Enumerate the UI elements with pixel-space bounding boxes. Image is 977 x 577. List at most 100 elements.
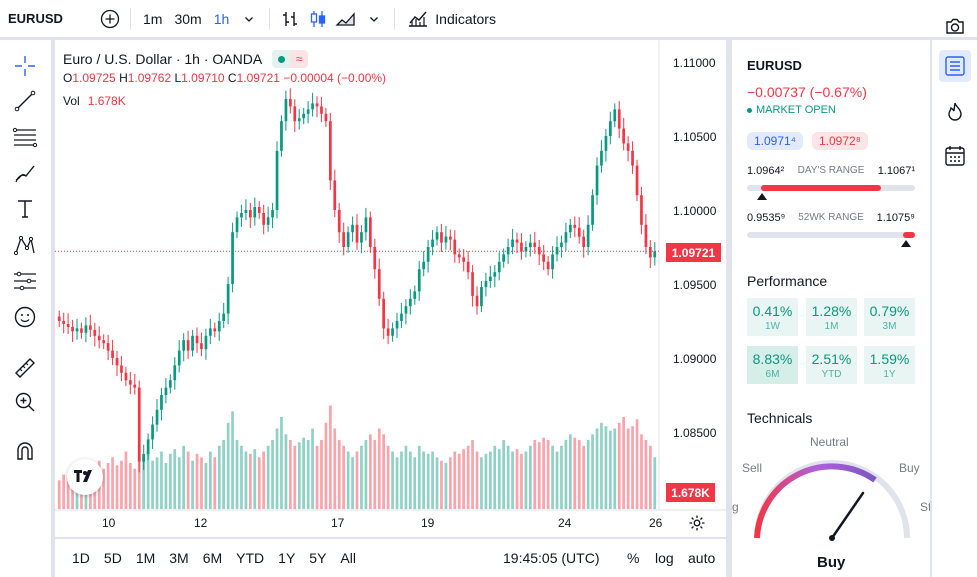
volume-bar: [289, 440, 292, 509]
utc-clock[interactable]: 19:45:05 (UTC): [503, 550, 600, 566]
candle: [524, 241, 528, 258]
fib-tool[interactable]: [10, 122, 40, 152]
volume-bar: [426, 453, 430, 509]
crosshair-tool[interactable]: [10, 51, 40, 81]
candle: [133, 374, 137, 395]
brush-tool[interactable]: [10, 158, 40, 188]
magnet-tool[interactable]: [10, 436, 40, 466]
volume-bar: [404, 445, 408, 510]
volume-value: 1.678K: [87, 94, 126, 108]
range-5y-button[interactable]: 5Y: [309, 550, 327, 566]
candle: [453, 230, 457, 263]
tradingview-logo[interactable]: [67, 459, 103, 495]
details-widget-button[interactable]: [939, 50, 971, 82]
ohlc-values: O1.09725 H1.09762 L1.09710 C1.09721 −0.0…: [63, 71, 387, 85]
candle-chart-style-button[interactable]: [304, 0, 332, 37]
candle: [466, 251, 470, 280]
candle: [120, 355, 123, 382]
interval-1m-button[interactable]: 1m: [143, 10, 163, 27]
legend-title: Euro / U.S. Dollar · 1h · OANDA: [63, 51, 263, 67]
volume-bar: [626, 428, 630, 509]
range-1m-button[interactable]: 1M: [135, 550, 156, 566]
bars-icon: [283, 11, 298, 26]
candle: [533, 231, 537, 255]
range-1y-button[interactable]: 1Y: [278, 550, 296, 566]
volume-bar: [422, 451, 425, 509]
snapshot-button[interactable]: [941, 7, 969, 44]
candle: [386, 318, 390, 345]
volume-bar: [577, 440, 581, 509]
perf-1y[interactable]: 1.59% 1Y: [864, 346, 915, 384]
volume-bar: [62, 474, 65, 509]
calendar-widget-button[interactable]: [939, 140, 971, 172]
price-chart[interactable]: [55, 40, 726, 537]
range-6m-button[interactable]: 6M: [202, 550, 223, 566]
gear-icon: [689, 515, 705, 531]
market-status-badge[interactable]: ≈: [272, 50, 309, 68]
volume-bar: [653, 457, 657, 510]
camera-icon: [946, 18, 964, 34]
volume-bar: [631, 426, 634, 509]
candle: [173, 357, 177, 390]
bid-price[interactable]: 1.0971⁴: [747, 132, 803, 150]
auto-scale-toggle[interactable]: auto: [688, 550, 716, 566]
price-tick: 1.09500: [673, 278, 717, 292]
area-chart-style-button[interactable]: [332, 0, 360, 37]
candle: [297, 108, 301, 130]
range-5d-button[interactable]: 5D: [103, 550, 122, 566]
candle: [217, 312, 221, 341]
log-scale-toggle[interactable]: log: [655, 550, 674, 566]
candle: [351, 216, 354, 242]
candle: [191, 329, 194, 357]
chart-style-dropdown-button[interactable]: [360, 0, 388, 37]
bar-chart-style-button[interactable]: [276, 0, 304, 37]
top-toolbar: EURUSD 1m 30m 1h Indicators: [0, 0, 977, 38]
candle: [266, 206, 270, 232]
candle: [164, 378, 168, 404]
perf-1w[interactable]: 0.41% 1W: [747, 298, 798, 336]
emoji-tool[interactable]: [10, 302, 40, 332]
chart-settings-button[interactable]: [688, 514, 706, 535]
volume-bar: [160, 451, 163, 509]
perf-6m[interactable]: 8.83% 6M: [747, 346, 798, 384]
trendline-tool[interactable]: [10, 86, 40, 116]
volume-badge: 1.678K: [666, 483, 715, 502]
compare-add-button[interactable]: [96, 0, 124, 37]
range-1d-button[interactable]: 1D: [72, 550, 90, 566]
volume-bar: [222, 440, 225, 509]
chart-pane[interactable]: Euro / U.S. Dollar · 1h · OANDA ≈ O1.097…: [55, 40, 726, 537]
hotlists-widget-button[interactable]: [939, 96, 971, 128]
crosshair-icon: [15, 56, 35, 76]
measure-tool[interactable]: [10, 353, 40, 383]
volume-bar: [537, 442, 541, 509]
pattern-tool[interactable]: [10, 230, 40, 260]
range-ytd-button[interactable]: YTD: [236, 550, 265, 566]
ask-price[interactable]: 1.0972⁸: [812, 132, 868, 150]
percent-scale-toggle[interactable]: %: [627, 550, 640, 566]
candle: [471, 265, 474, 307]
interval-30m-button[interactable]: 30m: [174, 10, 202, 27]
candle: [355, 214, 359, 250]
candle: [84, 317, 88, 343]
divider: [130, 7, 131, 30]
interval-dropdown-button[interactable]: [235, 0, 263, 37]
range-3m-button[interactable]: 3M: [169, 550, 189, 566]
candle: [609, 111, 612, 145]
volume-bar: [373, 440, 377, 509]
perf-ytd[interactable]: 2.51% YTD: [806, 346, 857, 384]
interval-1h-button[interactable]: 1h: [213, 10, 230, 27]
indicators-button[interactable]: Indicators: [401, 0, 496, 37]
text-tool[interactable]: [10, 194, 40, 224]
low-value: 1.09710: [181, 71, 225, 85]
symbol-search-button[interactable]: EURUSD: [8, 11, 63, 26]
candle: [271, 202, 274, 229]
perf-3m[interactable]: 0.79% 3M: [864, 298, 915, 336]
zoom-tool[interactable]: [10, 387, 40, 417]
perf-1m[interactable]: 1.28% 1M: [806, 298, 857, 336]
candle: [146, 433, 150, 461]
range-all-button[interactable]: All: [340, 550, 356, 566]
volume-bar: [582, 445, 585, 510]
forecast-tool[interactable]: [10, 266, 40, 296]
candle: [253, 197, 257, 226]
approx-icon: ≈: [290, 50, 309, 68]
